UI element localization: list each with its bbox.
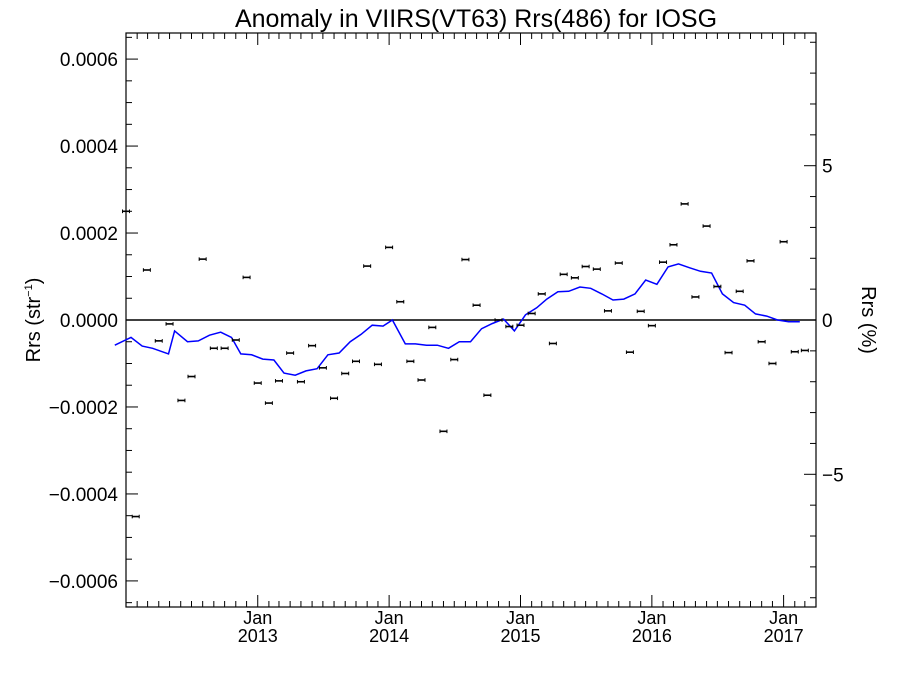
data-point [264, 401, 273, 405]
data-point [330, 396, 339, 401]
data-point [296, 379, 305, 384]
data-point [800, 348, 809, 353]
data-point [516, 323, 525, 328]
right-tick-label: 0 [822, 311, 833, 332]
monthly-anomaly-points [122, 202, 809, 519]
data-point [592, 267, 601, 271]
data-point [768, 361, 777, 366]
x-tick-month: Jan [769, 608, 798, 628]
data-point [625, 350, 634, 354]
data-point [220, 346, 229, 351]
data-point [472, 303, 481, 308]
data-point [286, 351, 295, 355]
left-tick-label: 0.0004 [60, 137, 119, 158]
x-tick-year: 2016 [632, 626, 672, 646]
data-point [450, 357, 459, 362]
data-point [253, 381, 262, 385]
data-point [242, 275, 251, 280]
left-tick-label: −0.0002 [49, 398, 118, 419]
right-tick-label: −5 [822, 465, 844, 486]
data-point [131, 514, 140, 519]
data-point [581, 264, 590, 269]
data-point [724, 350, 733, 355]
x-tick-month: Jan [375, 608, 404, 628]
data-point [570, 276, 579, 280]
left-tick-label: 0.0000 [60, 311, 118, 332]
data-point [341, 371, 350, 376]
data-point [396, 299, 405, 304]
x-tick-year: 2013 [238, 626, 278, 646]
y-axis-left-label-exponent: −1 [23, 284, 35, 297]
data-point [308, 343, 317, 348]
data-point [231, 338, 240, 342]
data-point [318, 366, 327, 370]
data-point [373, 362, 382, 367]
data-point [461, 257, 470, 262]
data-point [363, 264, 372, 268]
smoothed-anomaly-line [114, 263, 800, 376]
data-point [713, 284, 722, 289]
data-point [691, 295, 700, 299]
data-point [614, 261, 623, 265]
left-tick-label: −0.0004 [49, 485, 119, 506]
data-point [680, 202, 689, 206]
data-point [659, 260, 668, 264]
x-tick-year: 2014 [369, 626, 409, 646]
data-point [669, 242, 678, 247]
data-point [647, 323, 656, 328]
data-point [198, 257, 207, 261]
left-tick-label: −0.0006 [49, 572, 118, 593]
x-tick-year: 2017 [764, 626, 804, 646]
data-point [527, 311, 536, 316]
data-point [122, 209, 130, 214]
data-point [537, 292, 546, 296]
data-point [142, 268, 151, 272]
data-point [494, 318, 503, 322]
data-point [559, 272, 568, 277]
left-y-axis: −0.0006 −0.0004 −0.0002 0.0000 0.0002 0.0004 0… [49, 36, 138, 604]
data-point [757, 339, 766, 344]
data-point [187, 374, 196, 379]
left-tick-label: 0.0006 [60, 50, 118, 71]
x-tick-month: Jan [243, 608, 272, 628]
data-point [636, 309, 645, 314]
data-point [209, 346, 218, 351]
data-point [385, 245, 394, 250]
data-point [603, 309, 612, 313]
data-point [505, 324, 514, 329]
data-point [274, 379, 283, 383]
data-point [417, 378, 426, 382]
data-point [746, 259, 755, 263]
right-tick-label: 5 [822, 157, 833, 178]
data-point [439, 429, 448, 434]
left-tick-label: 0.0002 [60, 224, 118, 245]
data-point [702, 224, 711, 228]
data-point [177, 398, 186, 403]
y-axis-left-label: Rrs (str−1) [23, 278, 45, 363]
data-point [779, 239, 788, 244]
data-point [154, 339, 163, 343]
y-axis-right-label: Rrs (%) [857, 286, 879, 354]
x-tick-month: Jan [506, 608, 535, 628]
x-tick-month: Jan [637, 608, 666, 628]
data-point [428, 325, 437, 330]
data-point [352, 359, 360, 364]
data-point [735, 289, 744, 294]
data-point [548, 341, 557, 346]
data-point [165, 322, 174, 326]
chart-title: Anomaly in VIIRS(VT63) Rrs(486) for IOSG [235, 5, 717, 33]
data-point [790, 349, 799, 354]
y-axis-left-label-main: Rrs (str [23, 297, 45, 363]
y-axis-left-label-close: ) [23, 278, 45, 285]
x-tick-year: 2015 [500, 626, 540, 646]
data-point [406, 359, 415, 364]
data-point [483, 393, 492, 398]
